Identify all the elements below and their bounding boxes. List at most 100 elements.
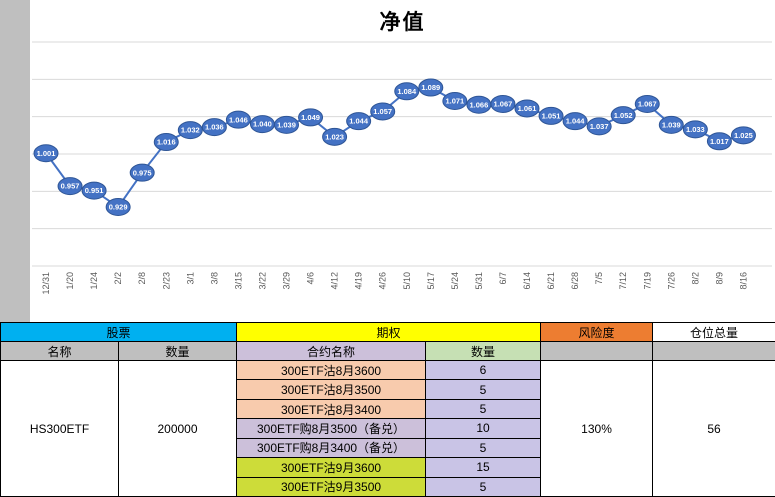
empty-subheader-cell[interactable] [652, 341, 775, 361]
x-axis-label: 3/8 [209, 272, 219, 285]
data-point-marker[interactable] [514, 99, 540, 118]
contract-name-cell[interactable]: 300ETF购8月3500（备兑） [236, 418, 427, 439]
data-point-label: 1.025 [734, 131, 753, 140]
data-point-marker[interactable] [346, 112, 372, 131]
data-point-label: 1.046 [229, 115, 248, 124]
data-point-marker[interactable] [274, 115, 299, 134]
x-axis-label: 8/2 [690, 272, 700, 285]
x-axis-label: 5/31 [474, 272, 484, 290]
data-point-label: 1.049 [301, 113, 320, 122]
data-point-label: 1.023 [325, 132, 344, 141]
data-point-marker[interactable] [322, 127, 348, 146]
data-point-marker[interactable] [153, 133, 179, 152]
table-row: 300ETF购8月3500（备兑） 10 [1, 418, 775, 439]
table-row: 300ETF沽9月3500 5 [1, 476, 775, 497]
data-point-marker[interactable] [658, 115, 684, 134]
data-point-marker[interactable] [490, 94, 516, 113]
data-point-label: 1.084 [397, 87, 417, 96]
x-axis-label: 2/2 [113, 272, 123, 285]
data-point-label: 1.033 [686, 125, 705, 134]
data-point-label: 1.071 [445, 97, 464, 106]
total-position-header[interactable]: 仓位总量 [652, 322, 775, 342]
data-point-label: 1.001 [37, 149, 56, 158]
x-axis-label: 1/24 [89, 272, 99, 290]
option-group-header[interactable]: 期权 [236, 322, 542, 342]
data-point-label: 1.017 [710, 137, 729, 146]
position-table: 股票 期权 风险度 仓位总量 名称 数量 合约名称 数量 HS300ETF 20… [0, 322, 775, 497]
data-point-label: 1.040 [253, 120, 272, 129]
data-point-label: 1.016 [157, 138, 176, 147]
data-point-marker[interactable] [370, 102, 396, 121]
contract-name-cell[interactable]: 300ETF沽9月3600 [236, 457, 427, 478]
empty-subheader-cell[interactable] [540, 341, 654, 361]
net-value-chart-area: 净值 1.001 12/31 0.957 1/20 0.951 1/24 0.929 2/2 0… [0, 0, 775, 322]
data-point-label: 1.044 [566, 117, 586, 126]
table-row: 300ETF沽8月3500 5 [1, 379, 775, 400]
contract-name-cell[interactable]: 300ETF沽8月3500 [236, 379, 427, 400]
stock-name-cell[interactable]: HS300ETF [0, 360, 119, 497]
x-axis-label: 12/31 [41, 272, 51, 295]
group-header-row: 股票 期权 风险度 仓位总量 [0, 322, 775, 342]
table-row: 300ETF沽9月3600 15 [1, 457, 775, 478]
contract-name-cell[interactable]: 300ETF沽8月3400 [236, 398, 427, 420]
data-point-marker[interactable] [610, 106, 636, 125]
table-row: HS300ETF 200000 300ETF沽8月3600 6 130% 56 [0, 359, 775, 497]
data-point-marker[interactable] [129, 163, 155, 182]
data-point-label: 1.057 [373, 107, 392, 116]
x-axis-label: 8/16 [738, 272, 748, 290]
x-axis-label: 4/12 [330, 272, 340, 290]
x-axis-label: 5/24 [450, 272, 460, 290]
data-point-marker[interactable] [418, 78, 444, 97]
risk-group-header[interactable]: 风险度 [540, 322, 654, 342]
contract-qty-cell[interactable]: 5 [425, 398, 542, 420]
data-point-marker[interactable] [706, 132, 732, 151]
contract-qty-cell[interactable]: 5 [425, 379, 542, 400]
contract-qty-cell[interactable]: 5 [425, 476, 542, 497]
stock-group-header[interactable]: 股票 [0, 322, 238, 342]
data-point-marker[interactable] [33, 144, 59, 163]
contract-qty-cell[interactable]: 6 [425, 359, 542, 381]
x-axis-label: 2/23 [161, 272, 171, 290]
data-point-marker[interactable] [586, 117, 612, 136]
data-point-marker[interactable] [298, 108, 324, 127]
data-point-label: 1.067 [494, 100, 513, 109]
stock-qty-column-header[interactable]: 数量 [117, 341, 238, 361]
data-point-marker[interactable] [177, 121, 203, 140]
risk-value-cell[interactable]: 130% [540, 360, 654, 497]
data-point-marker[interactable] [394, 82, 420, 101]
sheet-gutter [0, 0, 30, 322]
contract-qty-cell[interactable]: 5 [425, 437, 542, 459]
data-point-label: 1.089 [421, 83, 440, 92]
stock-name-column-header[interactable]: 名称 [0, 341, 119, 361]
x-axis-label: 3/15 [233, 272, 243, 290]
contract-name-cell[interactable]: 300ETF沽8月3600 [236, 359, 427, 381]
contract-qty-cell[interactable]: 10 [425, 418, 542, 439]
data-point-marker[interactable] [730, 126, 756, 145]
data-point-marker[interactable] [105, 198, 131, 217]
data-point-marker[interactable] [562, 112, 588, 131]
data-point-marker[interactable] [538, 106, 564, 125]
x-axis-label: 3/1 [185, 272, 195, 285]
contract-qty-cell[interactable]: 15 [425, 457, 542, 478]
data-point-marker[interactable] [634, 94, 660, 113]
data-point-label: 1.051 [542, 112, 561, 121]
contract-name-cell[interactable]: 300ETF沽9月3500 [236, 476, 427, 497]
data-point-label: 1.032 [181, 126, 200, 135]
x-axis-label: 5/17 [426, 272, 436, 290]
total-position-cell[interactable]: 56 [652, 360, 775, 497]
stock-quantity-cell[interactable]: 200000 [117, 360, 238, 497]
column-header-row: 名称 数量 合约名称 数量 [0, 341, 775, 361]
x-axis-label: 4/26 [378, 272, 388, 290]
chart-title: 净值 [379, 11, 426, 34]
contract-qty-column-header[interactable]: 数量 [425, 341, 542, 361]
net-value-line-chart[interactable]: 1.001 12/31 0.957 1/20 0.951 1/24 0.929 2/2 0.97… [0, 0, 775, 322]
contract-name-cell[interactable]: 300ETF购8月3400（备兑） [236, 437, 427, 459]
data-point-marker[interactable] [442, 91, 468, 110]
contract-name-column-header[interactable]: 合约名称 [236, 341, 427, 361]
data-point-marker[interactable] [81, 181, 107, 200]
data-point-marker[interactable] [201, 118, 227, 137]
data-point-marker[interactable] [225, 110, 251, 129]
x-axis-label: 7/19 [642, 272, 652, 290]
data-point-marker[interactable] [57, 177, 83, 196]
data-point-marker[interactable] [682, 120, 708, 139]
